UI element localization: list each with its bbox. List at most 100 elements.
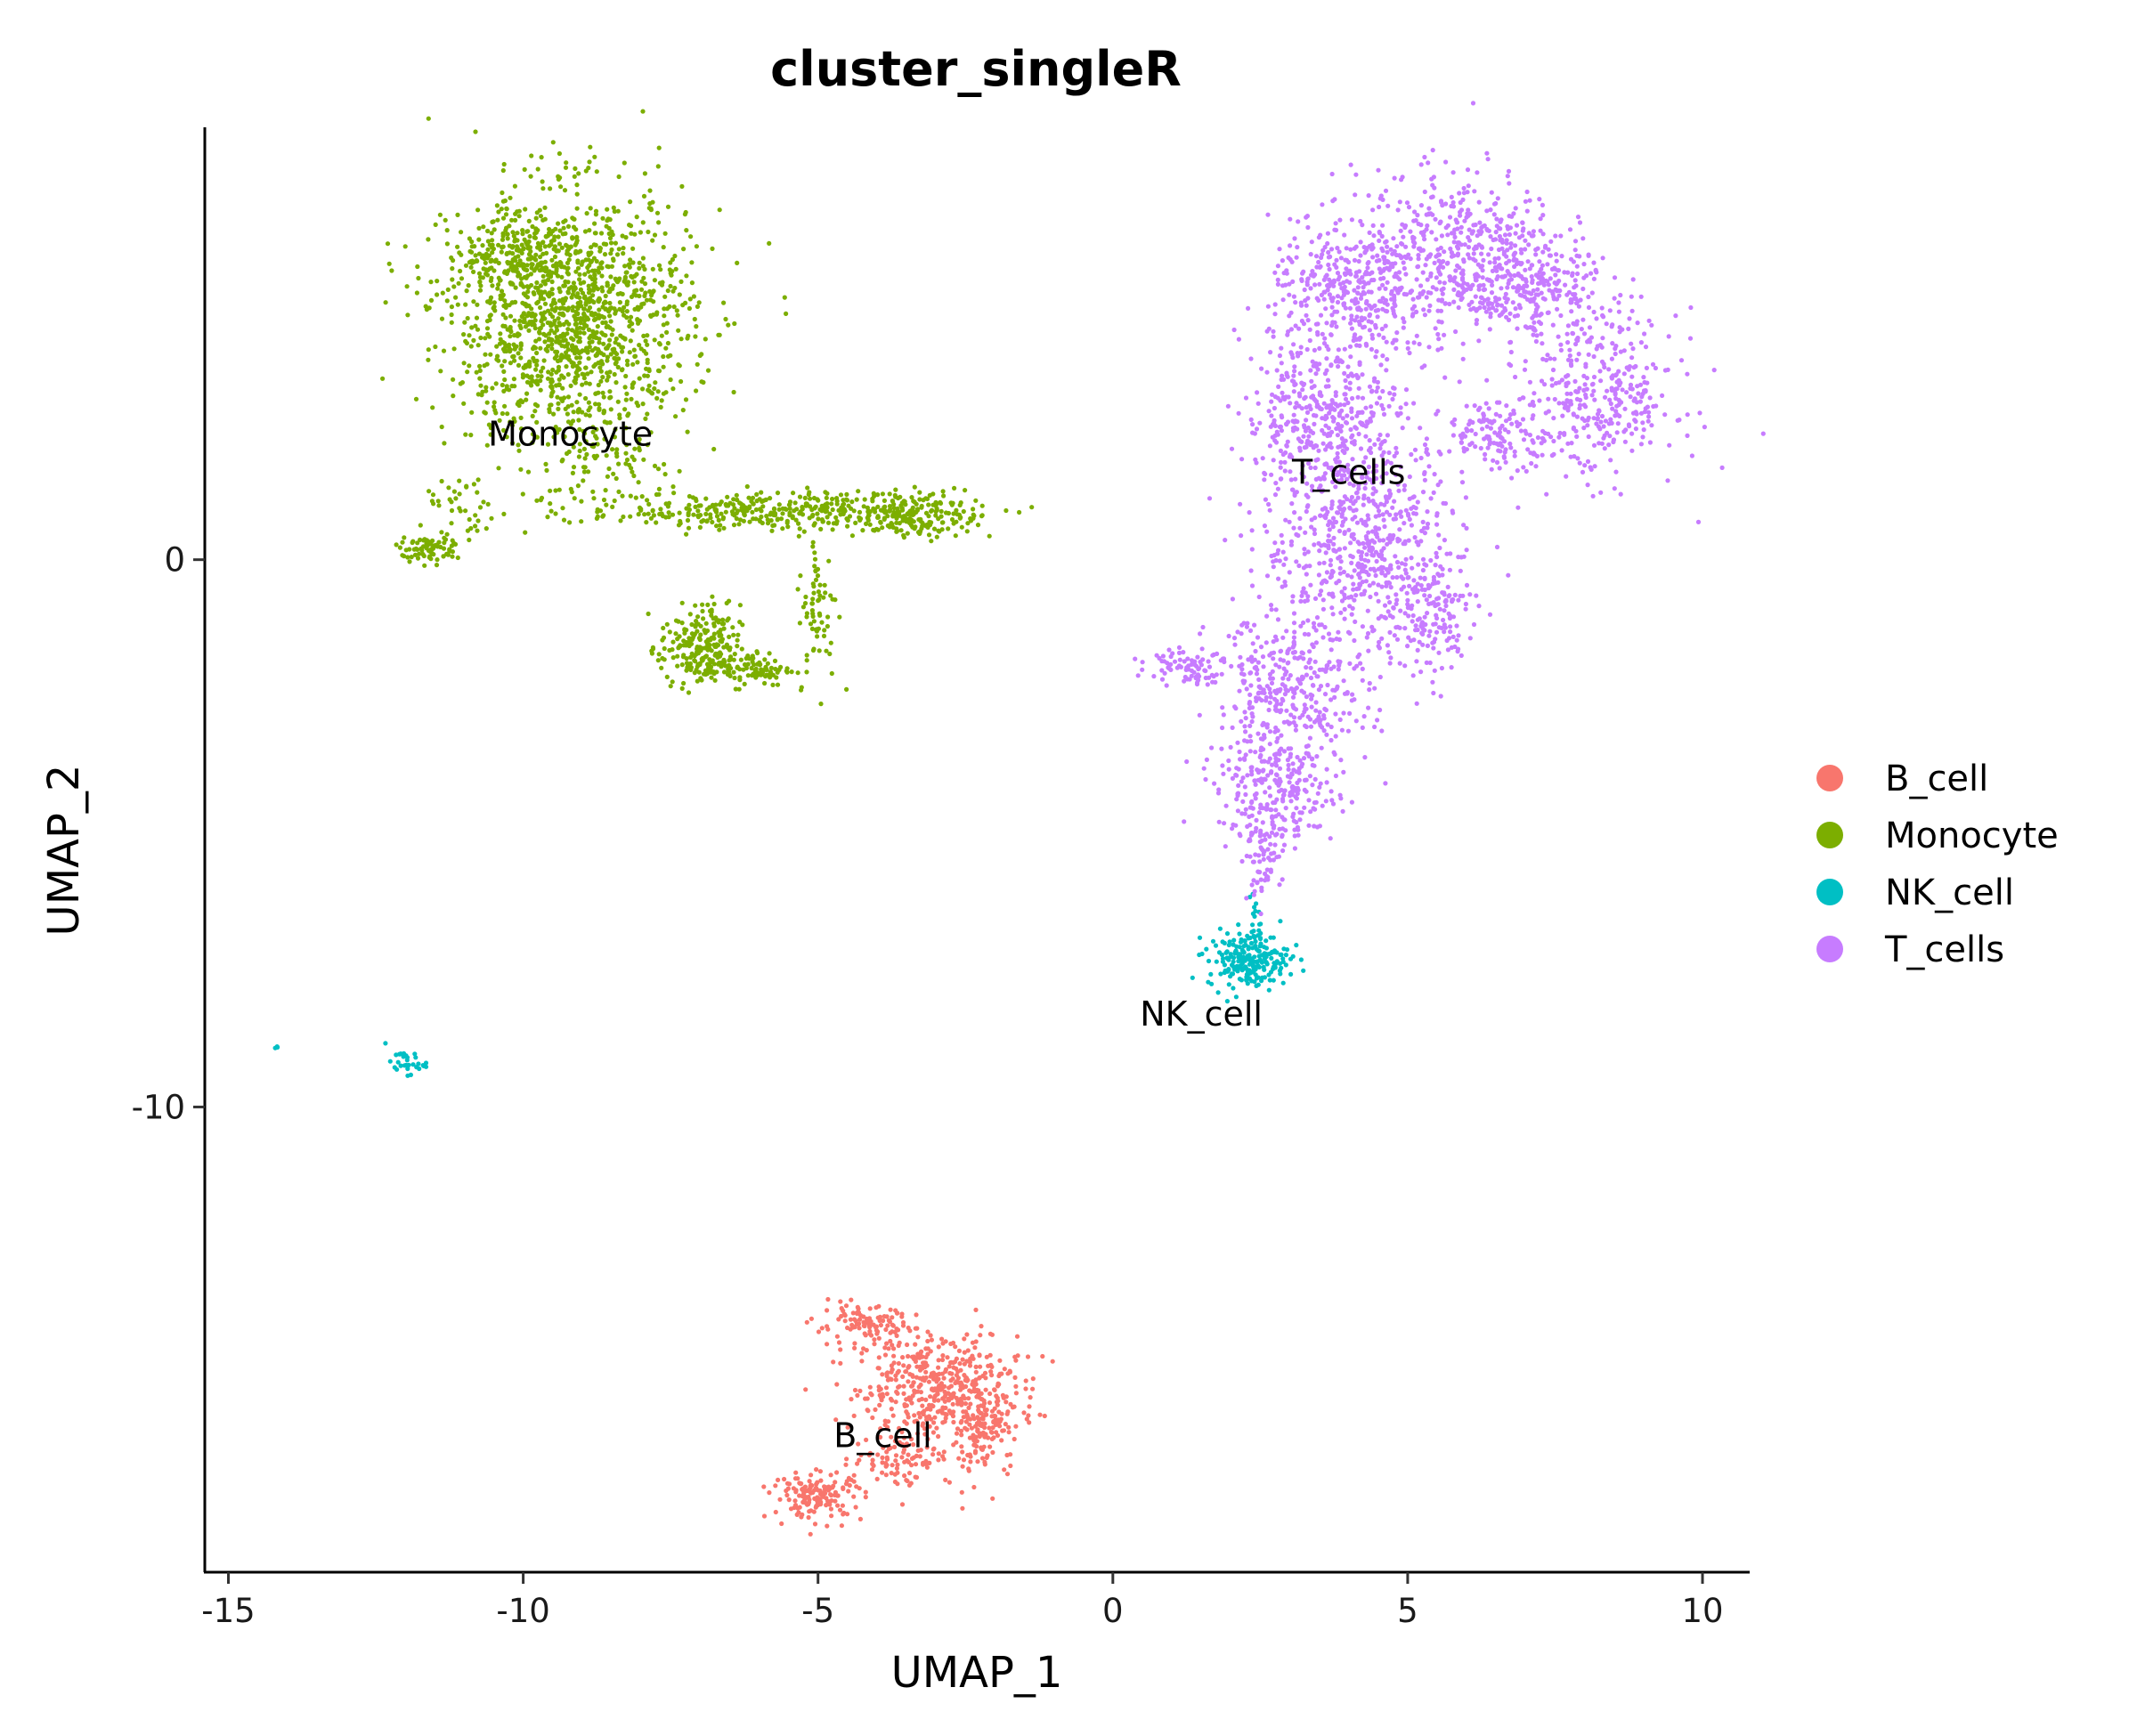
data-point <box>580 290 586 296</box>
data-point <box>971 512 976 517</box>
data-point <box>819 1326 825 1331</box>
data-point <box>516 332 522 337</box>
data-point <box>817 507 823 513</box>
data-point <box>892 1439 898 1444</box>
data-point <box>636 512 641 517</box>
data-point <box>1438 308 1444 313</box>
data-point <box>565 394 572 400</box>
data-point <box>575 301 581 306</box>
data-point <box>882 1352 889 1358</box>
data-point <box>899 1429 905 1435</box>
data-point <box>645 373 651 378</box>
data-point <box>1385 244 1390 249</box>
data-point <box>1677 418 1682 423</box>
data-point <box>473 323 478 329</box>
data-point <box>634 400 639 406</box>
data-point <box>785 524 791 530</box>
data-point <box>516 402 522 409</box>
data-point <box>468 264 474 270</box>
data-point <box>676 523 682 528</box>
data-point <box>923 1369 929 1375</box>
data-point <box>987 1391 993 1397</box>
data-point <box>786 1481 792 1487</box>
data-point <box>913 1342 918 1347</box>
data-point <box>850 1310 856 1316</box>
data-point <box>815 634 820 639</box>
data-point <box>1329 247 1335 252</box>
data-point <box>547 294 552 299</box>
data-point <box>449 507 455 514</box>
data-point <box>1256 928 1262 933</box>
data-point <box>997 1358 1003 1363</box>
data-point <box>1271 334 1276 339</box>
data-point <box>852 1387 858 1393</box>
data-point <box>428 280 434 285</box>
data-point <box>1427 303 1433 308</box>
data-point <box>590 293 596 298</box>
data-point <box>889 1369 894 1375</box>
data-point <box>1349 217 1354 223</box>
data-point <box>693 334 698 339</box>
data-point <box>768 665 775 671</box>
data-point <box>1333 227 1339 233</box>
data-point <box>1509 475 1515 481</box>
data-point <box>845 517 850 523</box>
data-point <box>906 1365 911 1370</box>
data-point <box>990 1425 995 1431</box>
data-point <box>893 1399 898 1405</box>
data-point <box>605 354 611 360</box>
data-point <box>494 357 500 362</box>
data-point <box>1293 323 1298 329</box>
data-point <box>597 337 602 342</box>
data-point <box>444 228 450 233</box>
data-point <box>647 288 653 294</box>
data-point <box>638 346 644 352</box>
data-point <box>575 312 581 317</box>
data-point <box>887 504 893 509</box>
data-point <box>488 352 493 357</box>
data-point <box>733 686 738 692</box>
data-point <box>565 265 571 271</box>
data-point <box>949 516 955 523</box>
data-point <box>1421 288 1426 295</box>
data-point <box>942 1383 947 1389</box>
data-point <box>1253 938 1258 945</box>
data-point <box>1577 460 1582 466</box>
data-point <box>570 215 575 221</box>
data-point <box>1685 371 1690 377</box>
data-point <box>911 519 916 524</box>
data-point <box>806 491 811 498</box>
data-point <box>1399 285 1404 290</box>
data-point <box>1366 193 1371 199</box>
data-point <box>1246 305 1251 311</box>
data-point <box>657 511 662 517</box>
data-point <box>701 518 706 523</box>
data-point <box>1457 191 1462 196</box>
data-point <box>1426 211 1432 216</box>
data-point <box>1214 959 1219 964</box>
data-point <box>913 1462 919 1467</box>
data-point <box>796 521 801 526</box>
data-point <box>522 166 527 172</box>
data-point <box>735 632 741 637</box>
data-point <box>603 306 608 312</box>
data-point <box>553 271 558 276</box>
data-point <box>1485 157 1491 162</box>
data-point <box>465 369 470 375</box>
data-point <box>732 652 737 657</box>
data-point <box>752 668 758 673</box>
data-point <box>1408 256 1413 262</box>
data-point <box>816 1488 821 1493</box>
data-point <box>607 288 613 295</box>
data-point <box>1012 1354 1018 1359</box>
data-point <box>961 508 966 515</box>
data-point <box>642 171 648 176</box>
data-point <box>548 377 555 382</box>
data-point <box>831 1359 836 1365</box>
data-point <box>828 1472 833 1478</box>
data-point <box>1256 953 1262 959</box>
data-point <box>575 483 581 489</box>
data-point <box>532 402 539 407</box>
data-point <box>607 313 613 319</box>
data-point <box>703 511 709 517</box>
